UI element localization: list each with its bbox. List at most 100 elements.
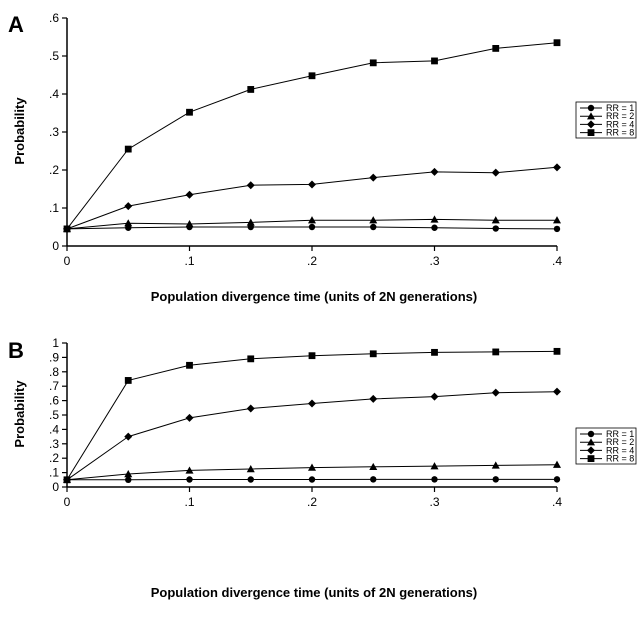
panel-a-x-tick-label: .4 — [552, 254, 562, 268]
panel-a-series-triangle-point — [553, 216, 561, 224]
panel-a-series-square-point — [553, 39, 561, 47]
panel-b-y-tick-label: .9 — [49, 350, 59, 364]
panel-a-series-square-line — [66, 42, 558, 230]
panel-a-series-square-point — [308, 72, 316, 80]
panel-a-legend-marker — [587, 104, 595, 112]
panel-b-y-tick-label: 1 — [52, 336, 59, 350]
panel-a-y-tick-label: 0 — [52, 239, 59, 253]
panel-a-series-diamond-point — [553, 163, 561, 172]
panel-a-legend-label: RR = 2 — [606, 111, 634, 121]
panel-a-series-circle-point — [370, 223, 377, 231]
panel-b-series-diamond-point — [430, 392, 439, 401]
panel-b-legend-label: RR = 2 — [606, 437, 634, 447]
panel-a-series-diamond-point — [246, 181, 255, 190]
panel-b-legend-label: RR = 1 — [606, 429, 634, 439]
panel-b-series-diamond-point — [246, 404, 255, 413]
panel-b-series-triangle-point — [308, 463, 316, 471]
panel-b-series-circle-point — [308, 476, 316, 483]
panel-a-series-diamond-point — [430, 167, 439, 176]
panel-a-y-tick-label: .3 — [49, 125, 59, 139]
panel-a-series-diamond-point — [124, 202, 133, 211]
panel-b-x-tick-label: .2 — [307, 495, 317, 509]
panel-a-legend-marker — [587, 120, 595, 129]
panel-b-series-diamond-point — [553, 387, 561, 396]
panel-b-y-tick-label: .1 — [49, 466, 59, 480]
panel-a-series-circle-point — [431, 224, 438, 231]
panel-b-x-tick-label: 0 — [64, 495, 71, 509]
panel-b-series-square-point — [186, 361, 193, 369]
panel-b-series-square-line — [66, 350, 558, 481]
panel-a-x-axis-label: Population divergence time (units of 2N … — [151, 289, 478, 304]
panel-a-series-diamond-point — [185, 190, 194, 199]
panel-a-series-square-point — [63, 225, 71, 233]
panel-b-series-circle-point — [125, 476, 132, 483]
panel-b-series-triangle-point — [185, 466, 194, 474]
panel-a-series-triangle-point — [246, 218, 255, 226]
panel-b-x-axis-label: Population divergence time (units of 2N … — [151, 585, 478, 600]
panel-b-y-tick-label: .2 — [49, 451, 59, 465]
panel-b-series-diamond-point — [491, 388, 500, 397]
panel-b-series-square-point — [247, 355, 255, 363]
panel-b-y-tick-label: .6 — [49, 394, 59, 408]
panel-b-legend-label: RR = 4 — [606, 445, 634, 455]
panel-b-y-tick-label: .5 — [49, 408, 59, 422]
panel-b-series-triangle-point — [246, 465, 255, 473]
panel-b-series-triangle-point — [124, 470, 133, 478]
panel-a-legend-marker — [587, 112, 595, 120]
panel-b-series-diamond-point — [308, 399, 316, 408]
panel-a-series-diamond-point — [308, 180, 316, 189]
panel-b-series-triangle-point — [553, 460, 561, 468]
panel-b-series-square-point — [308, 352, 316, 360]
panel-b-series-square-point — [492, 348, 500, 356]
panel-a-x-tick-label: .2 — [307, 254, 317, 268]
panel-b-series-diamond-point — [124, 432, 133, 441]
panel-b-y-tick-label: .3 — [49, 437, 59, 451]
panel-a-letter: A — [8, 12, 24, 37]
panel-b-series-square-point — [369, 350, 377, 358]
panel-b-series-circle-point — [247, 476, 254, 483]
panel-b-y-tick-label: .4 — [49, 422, 59, 436]
panel-b-y-tick-label: 0 — [52, 480, 59, 494]
panel-b-legend-marker — [587, 455, 595, 462]
panel-a: A Probability Population divergence time… — [8, 11, 637, 304]
panel-b-series-square-point — [124, 377, 132, 384]
panel-b-series-diamond-point — [369, 394, 378, 403]
panel-a-y-axis-label: Probability — [12, 97, 27, 165]
panel-b-y-tick-label: .8 — [49, 365, 59, 379]
panel-a-series-circle-point — [553, 225, 561, 233]
panel-b-x-tick-label: .3 — [429, 495, 439, 509]
panel-a-y-tick-label: .2 — [49, 163, 59, 177]
panel-a-series-square-point — [124, 145, 132, 153]
panel-a-series-square-point — [431, 57, 438, 65]
panel-a-x-tick-label: .3 — [429, 254, 439, 268]
panel-a-series-circle-point — [308, 223, 316, 231]
panel-b-series-diamond-point — [185, 413, 194, 422]
panel-b-y-axis-label: Probability — [12, 380, 27, 448]
panel-a-series-diamond-point — [491, 168, 500, 177]
panel-a-series-triangle-point — [124, 219, 133, 227]
panel-b-legend-marker — [587, 430, 595, 438]
panel-b-series-circle-point — [186, 476, 193, 483]
panel-a-series-triangle-point — [185, 219, 194, 228]
panel-b-series-square-point — [431, 348, 438, 356]
panel-a-series-square-point — [369, 59, 377, 67]
panel-a-series-square-point — [492, 45, 500, 52]
panel-a-y-tick-label: .1 — [49, 201, 59, 215]
panel-b-legend-marker — [587, 438, 595, 446]
panel-a-legend-marker — [587, 129, 595, 136]
panel-a-series-triangle-point — [491, 216, 500, 224]
panel-a-series-diamond-point — [369, 173, 378, 182]
panel-b-series-circle-point — [431, 476, 438, 483]
panel-a-y-tick-label: .6 — [49, 11, 59, 25]
panel-b-x-tick-label: .1 — [184, 495, 194, 509]
panel-b-series-circle-point — [553, 476, 561, 483]
panel-a-legend-label: RR = 1 — [606, 103, 634, 113]
panel-a-x-tick-label: .1 — [184, 254, 194, 268]
panel-b-series-circle-point — [492, 476, 499, 483]
panel-b-series-triangle-point — [430, 462, 439, 470]
panel-b-legend-label: RR = 8 — [606, 454, 634, 464]
panel-a-series-square-point — [186, 108, 193, 116]
panel-a-series-triangle-point — [308, 216, 316, 224]
panel-a-legend-label: RR = 8 — [606, 128, 634, 138]
